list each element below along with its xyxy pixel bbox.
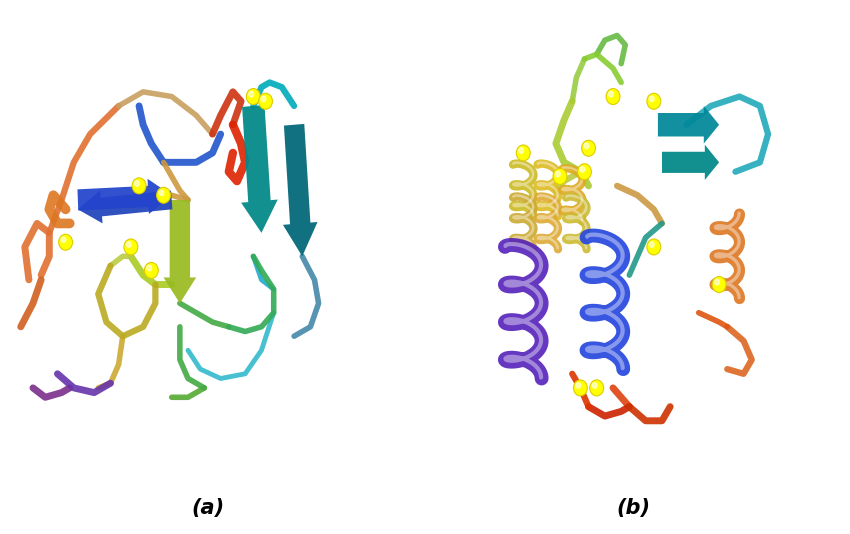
Text: (a): (a) — [192, 498, 224, 518]
Circle shape — [518, 148, 524, 153]
Circle shape — [516, 145, 530, 161]
Circle shape — [134, 180, 139, 186]
Circle shape — [580, 167, 585, 172]
Circle shape — [261, 96, 266, 101]
Circle shape — [575, 383, 581, 388]
FancyArrow shape — [241, 105, 278, 233]
FancyArrow shape — [283, 124, 318, 256]
Circle shape — [647, 239, 660, 255]
Circle shape — [590, 380, 604, 396]
Circle shape — [124, 239, 138, 255]
Circle shape — [715, 279, 719, 285]
FancyArrow shape — [658, 106, 719, 144]
Circle shape — [156, 187, 171, 203]
Circle shape — [592, 383, 597, 388]
FancyArrow shape — [163, 200, 196, 303]
FancyArrow shape — [77, 179, 172, 214]
Circle shape — [584, 143, 589, 148]
Circle shape — [606, 89, 620, 105]
Circle shape — [649, 242, 654, 247]
Circle shape — [553, 168, 567, 184]
Circle shape — [147, 265, 151, 271]
Circle shape — [246, 89, 260, 105]
Text: (b): (b) — [616, 498, 650, 518]
Circle shape — [61, 237, 66, 242]
Circle shape — [127, 242, 131, 247]
Circle shape — [249, 91, 253, 97]
Circle shape — [649, 96, 654, 101]
Circle shape — [258, 93, 273, 109]
Circle shape — [159, 190, 164, 195]
Circle shape — [59, 234, 72, 250]
Circle shape — [555, 171, 560, 177]
Circle shape — [144, 262, 158, 278]
Circle shape — [647, 93, 660, 109]
Circle shape — [132, 178, 146, 194]
Circle shape — [712, 277, 726, 293]
Circle shape — [574, 380, 587, 396]
Circle shape — [609, 91, 614, 97]
Circle shape — [577, 164, 592, 180]
FancyArrow shape — [662, 145, 719, 180]
Circle shape — [581, 140, 596, 156]
FancyArrow shape — [78, 191, 173, 223]
